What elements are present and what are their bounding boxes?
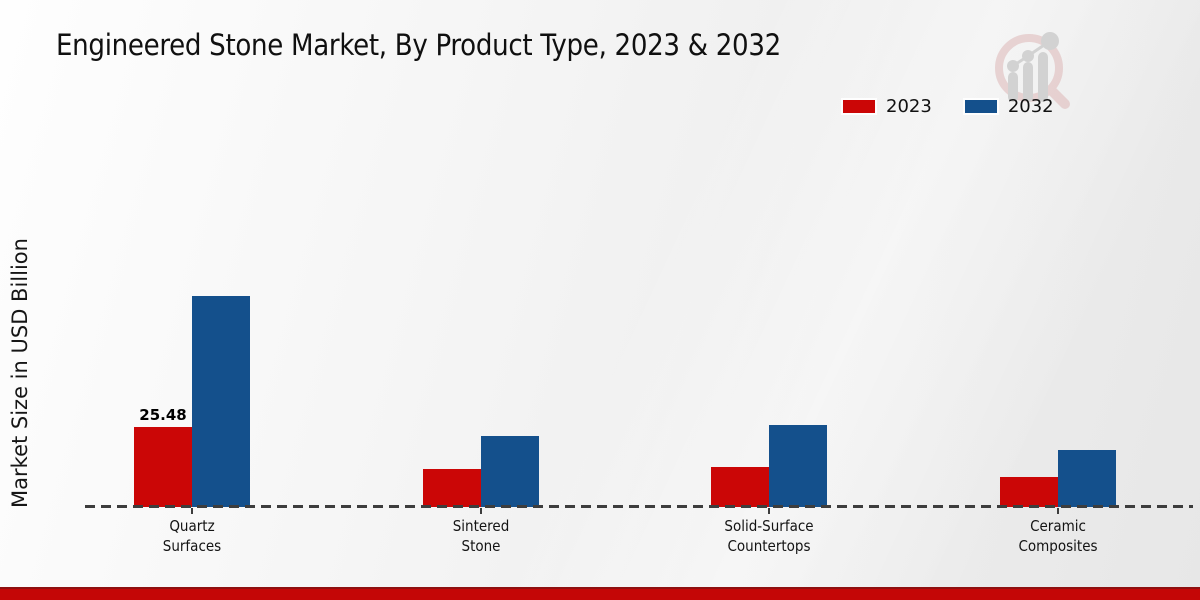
category-label-sintered-stone: Sintered Stone xyxy=(371,516,591,556)
x-axis-dashed-line xyxy=(85,505,1193,508)
legend: 2023 2032 xyxy=(843,92,1054,120)
category-label-line: Ceramic xyxy=(1030,517,1086,535)
category-label-line: Stone xyxy=(461,537,501,555)
category-label-quartz-surfaces: Quartz Surfaces xyxy=(82,516,302,556)
category-label-line: Composites xyxy=(1018,537,1098,555)
category-label-line: Quartz xyxy=(169,517,215,535)
category-label-line: Countertops xyxy=(727,537,811,555)
legend-swatch-2032 xyxy=(964,99,997,113)
bar-value-label-2023-quartz-surfaces: 25.48 xyxy=(139,406,187,424)
category-label-line: Sintered xyxy=(452,517,510,535)
bar-2023-sintered-stone xyxy=(423,469,481,507)
chart-title: Engineered Stone Market, By Product Type… xyxy=(56,28,781,62)
x-tick-quartz-surfaces xyxy=(191,508,193,514)
category-label-line: Surfaces xyxy=(162,537,222,555)
bar-2032-quartz-surfaces xyxy=(192,296,250,507)
bar-2023-quartz-surfaces xyxy=(134,427,192,507)
bar-2032-ceramic-composites xyxy=(1058,450,1116,507)
x-tick-solid-surface-countertops xyxy=(768,508,770,514)
bar-2032-sintered-stone xyxy=(481,436,539,507)
legend-swatch-2023 xyxy=(843,99,875,113)
category-label-ceramic-composites: Ceramic Composites xyxy=(948,516,1168,556)
bar-2023-solid-surface-countertops xyxy=(711,467,769,507)
legend-item-2032: 2032 xyxy=(964,95,1054,117)
x-tick-sintered-stone xyxy=(480,508,482,514)
legend-label-2023: 2023 xyxy=(886,95,932,117)
bar-2023-ceramic-composites xyxy=(1000,477,1058,507)
category-label-solid-surface-countertops: Solid-Surface Countertops xyxy=(659,516,879,556)
footer-accent-bar xyxy=(0,587,1200,600)
legend-label-2032: 2032 xyxy=(1007,95,1054,117)
legend-item-2023: 2023 xyxy=(843,96,932,117)
x-tick-ceramic-composites xyxy=(1057,508,1059,514)
category-label-line: Solid-Surface xyxy=(724,517,814,535)
magnifier-bar-chart-logo-icon xyxy=(995,32,1070,109)
bar-2032-solid-surface-countertops xyxy=(769,425,827,507)
